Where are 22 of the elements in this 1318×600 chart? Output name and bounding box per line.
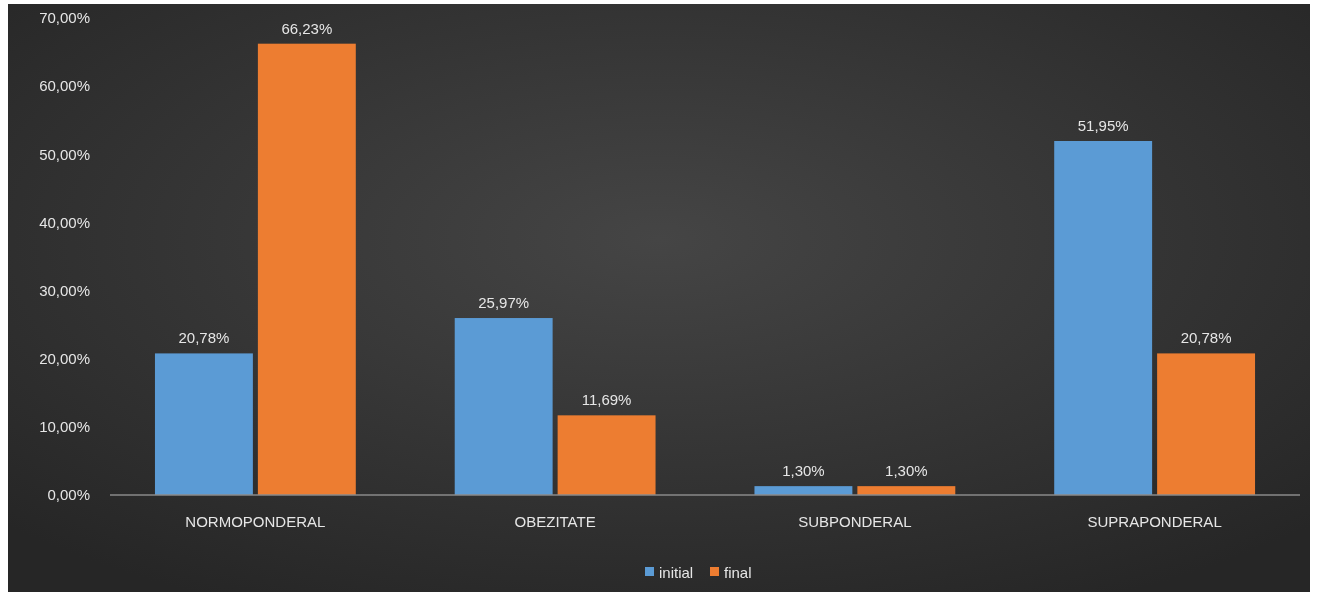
y-tick-label: 0,00% xyxy=(47,486,90,504)
y-tick-label: 20,00% xyxy=(39,349,90,367)
y-tick-label: 60,00% xyxy=(39,77,90,95)
y-tick-label: 10,00% xyxy=(39,418,90,436)
data-label: 20,78% xyxy=(178,329,230,347)
data-label: 51,95% xyxy=(1077,117,1129,134)
data-label: 1,30% xyxy=(885,462,928,480)
x-tick-label: SUBPONDERAL xyxy=(798,513,912,530)
data-label: 25,97% xyxy=(478,294,530,312)
x-tick-label: SUPRAPONDERAL xyxy=(1087,513,1222,530)
y-tick-label: 30,00% xyxy=(39,281,90,299)
y-tick-label: 40,00% xyxy=(39,213,90,231)
data-label: 1,30% xyxy=(782,462,825,480)
data-label: 66,23% xyxy=(281,19,333,37)
data-label: 11,69% xyxy=(581,391,632,409)
x-tick-label: OBEZITATE xyxy=(514,513,596,530)
legend-label: initial xyxy=(659,564,694,582)
data-label: 20,78% xyxy=(1180,329,1232,347)
legend-label: final xyxy=(724,564,752,582)
y-tick-label: 70,00% xyxy=(39,9,90,27)
x-tick-label: NORMOPONDERAL xyxy=(185,513,326,530)
y-tick-label: 50,00% xyxy=(39,145,90,163)
